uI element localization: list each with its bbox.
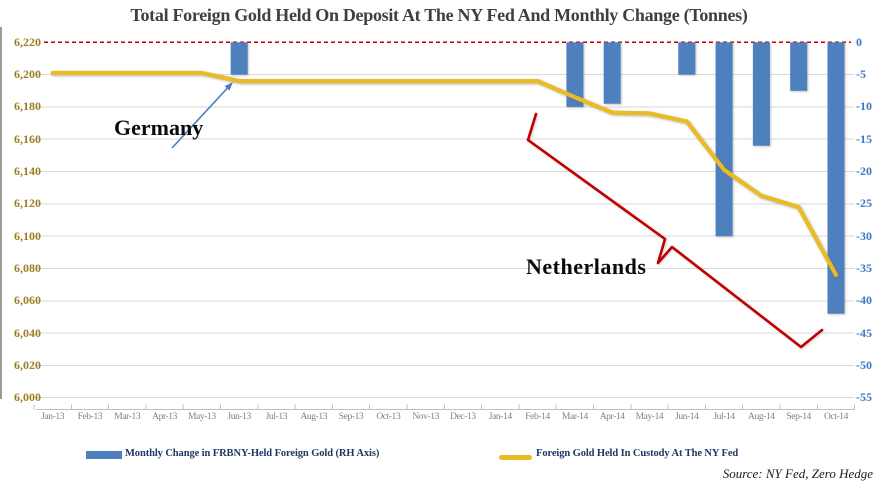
bar-Jun-13 — [230, 42, 248, 75]
legend-bar-label: Monthly Change in FRBNY-Held Foreign Gol… — [125, 448, 380, 459]
bar-Aug-14 — [752, 42, 770, 146]
source-note: Source: NY Fed, Zero Hedge — [722, 466, 873, 481]
netherlands-brace — [526, 112, 824, 349]
germany-arrowhead-icon — [224, 82, 233, 91]
left-edge-artifact — [0, 27, 2, 399]
legend-bar-swatch-icon — [86, 451, 122, 459]
bar-Sep-14 — [790, 42, 808, 91]
netherlands-annotation-label: Netherlands — [526, 254, 647, 279]
legend-line-label: Foreign Gold Held In Custody At The NY F… — [536, 448, 739, 459]
custody-line — [50, 70, 839, 277]
bar-Mar-14 — [566, 42, 584, 107]
germany-arrow — [171, 87, 229, 149]
bar-Oct-14 — [827, 42, 845, 314]
chart-title: Total Foreign Gold Held On Deposit At Th… — [130, 5, 748, 25]
legend-line-swatch-icon — [499, 455, 532, 460]
bar-Jun-14 — [678, 42, 696, 75]
bar-Apr-14 — [603, 42, 621, 104]
germany-annotation-label: Germany — [114, 115, 204, 140]
bar-Jul-14 — [715, 42, 733, 237]
